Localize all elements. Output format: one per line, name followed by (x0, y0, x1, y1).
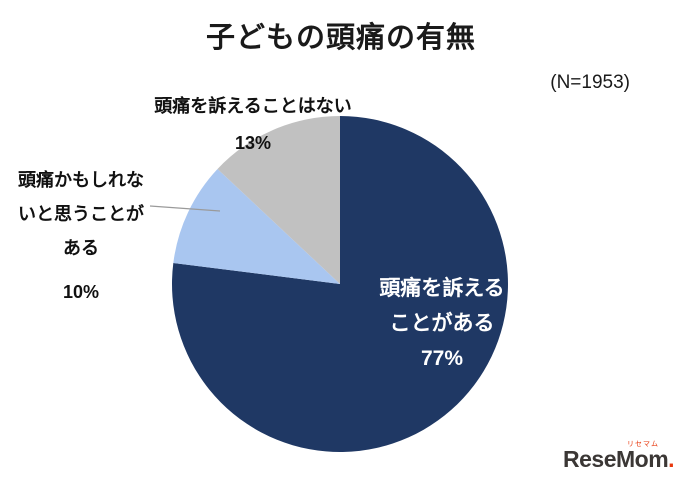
leader-line (149, 205, 221, 212)
label-no-headache-pct: 13% (234, 133, 272, 153)
resemom-logo-furigana: リセマム (627, 441, 659, 448)
label-maybe-headache-text-3: ある (63, 238, 99, 258)
label-no-headache: 頭痛を訴えることはない 13% (128, 88, 378, 162)
sample-size-label: (N=1953) (550, 72, 630, 93)
pie-slice-2 (217, 116, 340, 284)
resemom-logo: リセマム ReseMom. (563, 441, 675, 472)
label-has-headache-text-2: ことがある (389, 312, 495, 335)
label-has-headache-text-1: 頭痛を訴える (379, 277, 505, 300)
label-maybe-headache: 頭痛かもしれな いと思うことが ある 10% (5, 163, 157, 309)
pie-slice-1 (173, 169, 340, 284)
label-maybe-headache-text-2: いと思うことが (18, 204, 144, 224)
label-has-headache-pct: 77% (420, 347, 464, 370)
resemom-logo-dot: . (668, 446, 675, 472)
label-has-headache: 頭痛を訴える ことがある 77% (363, 271, 521, 376)
pie-slice-0 (171, 116, 508, 452)
chart-title: 子どもの頭痛の有無 (205, 22, 476, 54)
label-maybe-headache-text-1: 頭痛かもしれな (18, 170, 144, 190)
pie-slices-group (171, 116, 508, 452)
label-no-headache-text: 頭痛を訴えることはない (154, 96, 352, 116)
label-maybe-headache-pct: 10% (62, 282, 100, 302)
resemom-logo-text: ReseMom (563, 446, 669, 472)
